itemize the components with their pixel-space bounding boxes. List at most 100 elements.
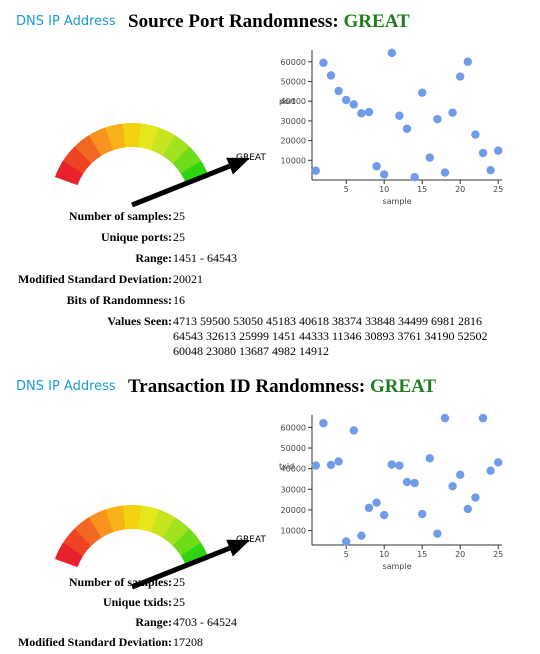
gauge-needle-head	[226, 539, 250, 557]
data-point	[486, 466, 495, 475]
data-point	[448, 108, 457, 117]
data-point	[372, 498, 381, 507]
stat-row-range: Range: 1451 - 64543	[0, 251, 540, 269]
dns-ip-address-link[interactable]: DNS IP Address	[16, 14, 116, 29]
data-point	[334, 457, 343, 466]
title-prefix: Transaction ID Randomness:	[128, 376, 366, 397]
data-point	[357, 531, 366, 540]
stat-label: Unique txids:	[102, 595, 172, 609]
data-point	[418, 88, 427, 97]
stat-row-samples: Number of samples: 25	[0, 209, 540, 227]
stat-row-values-seen: Values Seen: 4713 59500 53050 45183 4061…	[0, 314, 540, 358]
data-point	[471, 130, 480, 139]
y-tick-label: 20000	[281, 506, 306, 515]
data-point	[342, 95, 351, 105]
y-tick-label: 50000	[281, 78, 306, 87]
x-tick-label: 20	[455, 550, 465, 559]
data-point	[440, 413, 450, 423]
stat-value: 20021	[173, 272, 203, 286]
data-point	[448, 481, 457, 491]
x-tick-label: 5	[344, 550, 349, 559]
data-point	[342, 537, 351, 546]
stat-label: Bits of Randomness:	[66, 293, 172, 307]
y-axis-label: port	[279, 97, 295, 106]
gauge-segment	[74, 135, 102, 164]
y-tick-label: 50000	[281, 444, 306, 453]
x-tick-label: 25	[493, 550, 503, 559]
gauge-segment	[63, 528, 92, 556]
data-point	[357, 109, 366, 118]
data-point	[425, 153, 434, 162]
data-point	[380, 510, 389, 520]
data-point	[364, 107, 374, 117]
y-tick-label: 10000	[281, 156, 306, 165]
gauge-needle-head	[226, 157, 250, 175]
x-tick-label: 25	[493, 185, 503, 194]
x-tick-label: 10	[379, 185, 389, 194]
gauge-segment	[150, 127, 176, 156]
stat-label: Number of samples:	[68, 575, 172, 589]
gauge-segment	[105, 123, 126, 151]
gauge-rating-label: GREAT	[236, 535, 266, 545]
gauge-segment	[88, 127, 114, 156]
gauge-segment	[162, 135, 190, 164]
gauge-segment	[122, 505, 142, 530]
stat-row-range: Range: 4703 - 64524	[0, 615, 540, 633]
data-point	[410, 478, 419, 488]
data-point	[349, 100, 358, 109]
source-port-section: DNS IP Address Source Port Randomness: G…	[0, 11, 540, 358]
stat-row-stddev: Modified Standard Deviation: 20021	[0, 272, 540, 290]
x-tick-label: 20	[455, 185, 465, 194]
y-tick-label: 40000	[281, 465, 306, 474]
section-title: Transaction ID Randomness: GREAT	[128, 376, 436, 398]
gauge-segment	[122, 123, 142, 148]
port-scatter-chart: 10000 20000 30000 40000 50000 60000 5 10 15 20 25 p…	[279, 48, 503, 206]
stat-label: Unique ports:	[100, 230, 172, 244]
gauge-rating-label: GREAT	[236, 153, 266, 163]
stat-value: 1451 - 64543	[173, 251, 237, 265]
gauge-segment	[172, 528, 202, 556]
data-point	[433, 114, 442, 124]
y-tick-label: 20000	[281, 137, 306, 146]
stat-value: 25	[173, 230, 185, 244]
dns-ip-address-link[interactable]: DNS IP Address	[16, 379, 116, 394]
data-point	[494, 146, 503, 155]
section-header: DNS IP Address Transaction ID Randomness…	[0, 375, 540, 399]
gauge-needle	[131, 163, 231, 208]
gauge-segment	[54, 160, 84, 186]
gauge-needle	[131, 545, 231, 590]
data-point	[387, 48, 396, 58]
y-tick-label: 60000	[281, 423, 306, 432]
stat-row-unique: Unique txids: 25	[0, 595, 540, 613]
gauge-segment	[63, 146, 92, 174]
data-point	[463, 57, 472, 66]
y-tick-label: 60000	[281, 58, 306, 67]
data-point	[387, 460, 396, 469]
randomness-gauge: GREAT	[54, 123, 266, 208]
stat-label: Values Seen:	[107, 314, 172, 328]
data-point	[440, 168, 450, 177]
data-point	[425, 454, 434, 463]
data-point	[418, 509, 427, 519]
data-point	[311, 166, 320, 175]
y-tick-label: 10000	[281, 527, 306, 536]
gauge-segment	[150, 509, 176, 538]
data-point	[478, 413, 488, 423]
data-point	[326, 71, 336, 80]
y-tick-label: 30000	[281, 485, 306, 494]
data-point	[486, 165, 495, 175]
data-point	[319, 419, 328, 428]
randomness-gauge: GREAT	[54, 505, 266, 590]
x-tick-label: 15	[417, 185, 427, 194]
title-prefix: Source Port Randomness:	[128, 11, 339, 32]
data-point	[311, 461, 320, 470]
stat-row-samples: Number of samples: 25	[0, 575, 540, 593]
gauge-segment	[88, 509, 114, 538]
stat-value: 25	[173, 575, 185, 589]
x-tick-label: 10	[379, 550, 389, 559]
gauge-segment	[74, 517, 102, 546]
data-point	[463, 504, 472, 514]
gauge-segment	[54, 542, 84, 568]
gauge-segment	[105, 505, 126, 533]
data-point	[494, 458, 503, 467]
